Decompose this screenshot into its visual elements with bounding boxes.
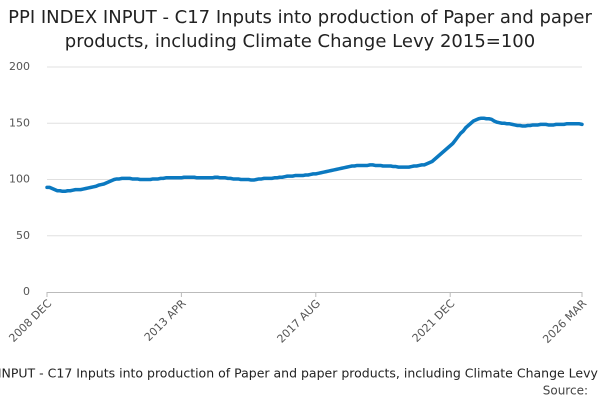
x-tick-label: 2008 DEC xyxy=(6,297,54,345)
y-tick-label: 200 xyxy=(9,60,30,73)
legend-label: PPI INDEX INPUT - C17 Inputs into produc… xyxy=(0,366,600,381)
x-tick-label: 2017 AUG xyxy=(275,297,324,346)
y-tick-label: 150 xyxy=(9,116,30,129)
source: Source: xyxy=(543,384,588,398)
series-line xyxy=(45,116,584,194)
x-tick-label: 2026 MAR xyxy=(540,297,589,346)
y-tick-label: 0 xyxy=(23,285,30,298)
y-tick-label: 100 xyxy=(9,173,30,186)
chart-title: PPI INDEX INPUT - C17 Inputs into produc… xyxy=(8,7,592,52)
x-tick-label: 2013 APR xyxy=(142,297,189,344)
y-tick-label: 50 xyxy=(16,229,30,242)
x-tick-label: 2021 DEC xyxy=(410,297,458,345)
